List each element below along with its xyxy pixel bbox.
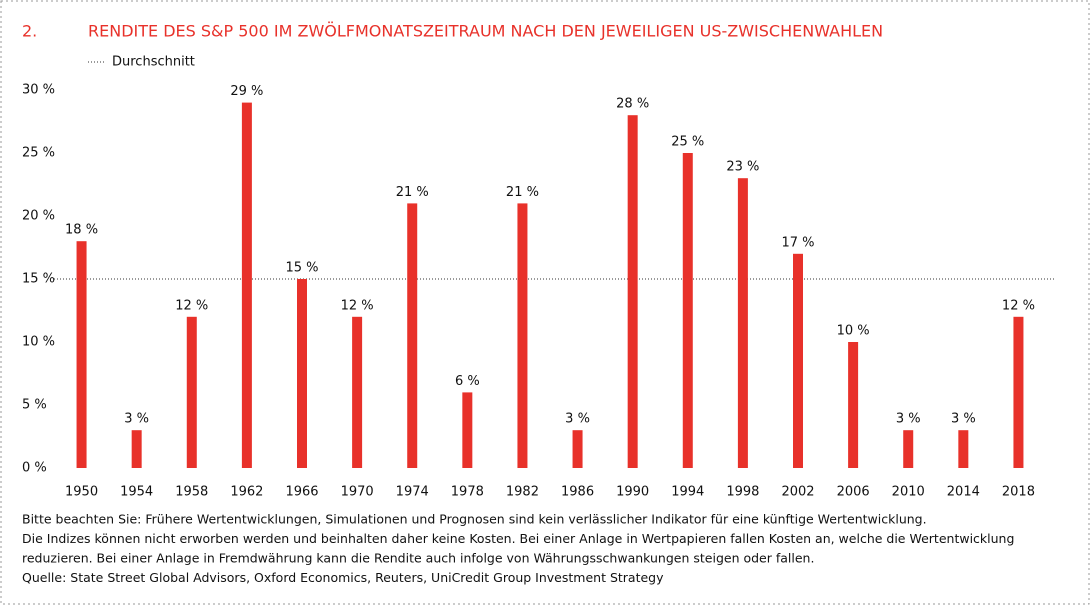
bar <box>793 253 803 468</box>
y-tick-label: 10 % <box>22 335 55 350</box>
x-tick-label: 2006 <box>837 485 870 500</box>
legend-label: Durchschnitt <box>112 55 195 70</box>
value-label: 3 % <box>565 412 590 427</box>
value-label: 6 % <box>455 374 480 389</box>
value-label: 28 % <box>616 97 649 112</box>
footnote: reduzieren. Bei einer Anlage in Fremdwäh… <box>22 551 814 566</box>
x-tick-label: 2018 <box>1002 485 1035 500</box>
chart-title: RENDITE DES S&P 500 IM ZWÖLFMONATSZEITRA… <box>88 22 883 41</box>
bar <box>627 115 638 468</box>
bar <box>958 430 969 468</box>
y-tick-label: 20 % <box>22 209 55 224</box>
x-tick-label: 1962 <box>230 485 263 500</box>
value-label: 29 % <box>230 84 263 99</box>
value-label: 18 % <box>65 223 98 238</box>
chart-number: 2. <box>22 22 37 41</box>
bar <box>737 178 748 468</box>
bar <box>131 430 142 468</box>
value-label: 21 % <box>506 185 539 200</box>
y-tick-label: 15 % <box>22 272 55 287</box>
value-label: 12 % <box>175 298 208 313</box>
footnote: Die Indizes können nicht erworben werden… <box>22 531 1014 546</box>
y-tick-label: 0 % <box>22 461 47 476</box>
value-label: 3 % <box>951 412 976 427</box>
footnote: Quelle: State Street Global Advisors, Ox… <box>22 570 664 585</box>
x-tick-label: 2014 <box>947 485 980 500</box>
x-tick-label: 2002 <box>781 485 814 500</box>
value-label: 23 % <box>726 160 759 175</box>
bar <box>241 102 252 468</box>
x-tick-label: 1978 <box>451 485 484 500</box>
value-label: 10 % <box>837 324 870 339</box>
value-label: 17 % <box>781 235 814 250</box>
value-label: 21 % <box>396 185 429 200</box>
bar <box>352 316 363 468</box>
y-tick-label: 25 % <box>22 146 55 161</box>
y-tick-label: 30 % <box>22 83 55 98</box>
bar <box>407 203 418 468</box>
value-label: 3 % <box>896 412 921 427</box>
bar <box>517 203 528 468</box>
x-tick-label: 1994 <box>671 485 704 500</box>
value-label: 15 % <box>285 261 318 276</box>
value-label: 12 % <box>341 298 374 313</box>
bar <box>682 153 693 468</box>
footnote: Bitte beachten Sie: Frühere Wertentwickl… <box>22 512 927 527</box>
value-label: 3 % <box>124 412 149 427</box>
bar <box>186 316 197 468</box>
x-tick-label: 1966 <box>285 485 318 500</box>
x-tick-label: 1950 <box>65 485 98 500</box>
x-tick-label: 2010 <box>892 485 925 500</box>
x-tick-label: 1990 <box>616 485 649 500</box>
x-tick-label: 1970 <box>341 485 374 500</box>
bar <box>572 430 583 468</box>
x-tick-label: 1986 <box>561 485 594 500</box>
bar <box>462 392 473 468</box>
x-tick-label: 1998 <box>726 485 759 500</box>
bar <box>903 430 914 468</box>
x-tick-label: 1982 <box>506 485 539 500</box>
bar <box>76 241 87 468</box>
bar <box>297 279 307 468</box>
value-label: 25 % <box>671 135 704 150</box>
y-tick-label: 5 % <box>22 398 47 413</box>
bar <box>1013 316 1024 468</box>
x-tick-label: 1974 <box>396 485 429 500</box>
bar <box>848 342 859 468</box>
value-label: 12 % <box>1002 298 1035 313</box>
x-tick-label: 1954 <box>120 485 153 500</box>
x-tick-label: 1958 <box>175 485 208 500</box>
